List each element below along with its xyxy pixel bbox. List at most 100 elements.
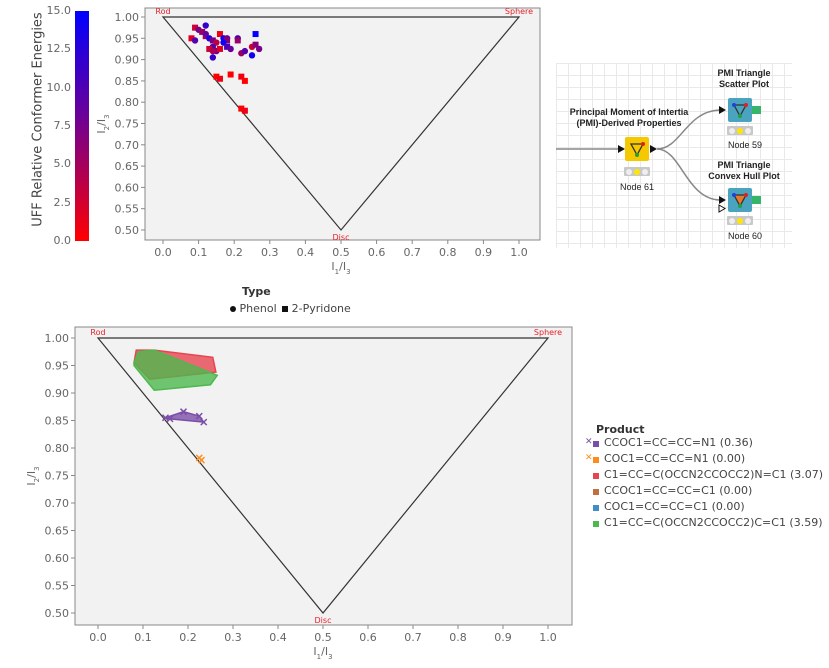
data-point-phenol (248, 52, 256, 59)
data-point-2-pyridone (224, 43, 231, 50)
pmi-triangle-icon (629, 142, 645, 157)
data-point-x (166, 415, 174, 423)
square-icon (282, 306, 289, 312)
y-tick-label: 0.75 (45, 470, 70, 483)
y-tick-label: 0.50 (115, 224, 140, 237)
legend-phenol: Phenol (239, 302, 277, 315)
x-tick-label: 0.3 (224, 631, 242, 644)
data-point-2-pyridone (227, 71, 234, 78)
x-tick-label: 0.8 (449, 631, 467, 644)
y-tick-label: 0.90 (45, 387, 70, 400)
data-point-2-pyridone (216, 45, 223, 52)
node-61-title: Principal Moment of Intertia (PMI)-Derive… (569, 107, 689, 128)
colorbar-tick-label: 15.0 (46, 4, 72, 17)
y-tick-label: 0.65 (45, 525, 70, 538)
x-tick-label: 1.0 (510, 246, 528, 259)
x-tick-label: 0.5 (314, 631, 332, 644)
y-tick-label: 0.85 (45, 415, 70, 428)
x-tick-label: 0.7 (404, 631, 422, 644)
legend-entry: COC1=CC=CC=N1 (0.00) (604, 452, 746, 465)
data-point-2-pyridone (241, 77, 248, 84)
pmi-triangle (96, 337, 550, 614)
y-tick-label: 0.50 (45, 607, 70, 620)
node-61-label: Node 61 (620, 182, 655, 192)
input-port-icon (618, 145, 625, 153)
convex-hull-5 (133, 349, 219, 392)
disc-label: Disc (333, 233, 350, 242)
x-tick-label: 0.6 (359, 631, 377, 644)
rod-label: Rod (90, 328, 105, 337)
data-point-2-pyridone (188, 35, 195, 42)
data-point-2-pyridone (252, 41, 259, 48)
x-tick-label: 0.1 (190, 246, 208, 259)
data-point-2-pyridone (224, 37, 231, 44)
x-axis-label: I1/I3 (313, 645, 332, 661)
circle-icon (230, 306, 236, 312)
data-point-2-pyridone (213, 73, 220, 80)
node-59-title: PMI Triangle Scatter Plot (717, 68, 771, 89)
disc-label: Disc (315, 616, 332, 625)
x-marker-icon: ✕ (585, 437, 593, 447)
workflow-canvas[interactable]: Principal Moment of Intertia (PMI)-Derive… (556, 63, 792, 248)
pmi-scatter-chart: 0.0 0.1 0.2 0.3 0.4 0.5 0.6 0.7 0.8 0.9 1.0 0.50 0.5… (95, 7, 541, 276)
legend-product-title: Product (596, 423, 645, 436)
pmi-triangle (161, 16, 521, 231)
data-point-2-pyridone (241, 107, 248, 114)
colorbar-tick-label: 5.0 (53, 157, 72, 171)
legend-swatch (593, 505, 599, 511)
data-point-phenol (213, 39, 220, 46)
data-point-2-pyridone (199, 28, 206, 35)
x-tick-label: 0.0 (154, 246, 172, 259)
data-point-phenol (191, 37, 199, 44)
legend-type-title: Type (242, 285, 271, 298)
data-point-phenol (255, 45, 263, 53)
node-60-status (727, 216, 753, 225)
data-point-2-pyridone (238, 73, 245, 80)
colorbar-tick-label: 12.5 (46, 42, 72, 56)
legend-entry: C1=CC=C(OCCN2CCOCC2)N=C1 (3.07) (604, 468, 824, 481)
legend-entry: C1=CC=C(OCCN2CCOCC2)C=C1 (3.59) (604, 516, 823, 529)
plot-area (144, 7, 541, 241)
data-point-x (179, 408, 188, 416)
pmi-triangle-icon (732, 193, 748, 208)
x-tick-label: 0.5 (332, 246, 350, 259)
data-point-2-pyridone (252, 31, 259, 38)
y-tick-label: 0.80 (45, 442, 70, 455)
data-point-2-pyridone (209, 37, 216, 44)
node-60-title: PMI Triangle Convex Hull Plot (708, 160, 780, 181)
x-tick-label: 0.6 (368, 246, 386, 259)
node-60-label: Node 60 (728, 231, 763, 241)
x-tick-label: 0.9 (494, 631, 512, 644)
data-point-2-pyridone (234, 37, 241, 44)
y-tick-label: 0.55 (45, 580, 70, 593)
x-tick-label: 0.4 (269, 631, 287, 644)
x-tick-label: 0.7 (403, 246, 421, 259)
x-tick-label: 0.1 (134, 631, 152, 644)
node-61-pmi-properties[interactable] (625, 137, 649, 161)
colorbar-tick-label: 2.5 (53, 195, 72, 209)
legend-entry: COC1=CC=CC=C1 (0.00) (604, 500, 745, 513)
node-60-convex-hull-plot[interactable] (728, 188, 752, 212)
node-61-status (624, 167, 650, 176)
node-59-scatter-plot[interactable] (728, 98, 752, 122)
sphere-label: Sphere (505, 7, 533, 16)
y-tick-label: 0.95 (115, 32, 140, 45)
y-tick-label: 0.75 (115, 118, 140, 131)
pmi-convex-hull-chart: 0.0 0.1 0.2 0.3 0.4 0.5 0.6 0.7 0.8 0.9 1.0 0.50 0.5… (25, 326, 573, 661)
legend-entry: CCOC1=CC=CC=C1 (0.00) (604, 484, 753, 497)
x-tick-label: 1.0 (539, 631, 557, 644)
x-tick-label: 0.8 (439, 246, 457, 259)
y-tick-label: 0.60 (115, 181, 140, 194)
data-point-phenol (202, 30, 209, 38)
colorbar-tick-label: 0.0 (53, 234, 72, 247)
x-tick-label: 0.2 (179, 631, 197, 644)
data-point-2-pyridone (192, 24, 199, 31)
sphere-label: Sphere (534, 328, 562, 337)
workflow-connections (556, 106, 761, 213)
y-tick-label: 0.80 (115, 96, 140, 109)
legend-type: Phenol 2-Pyridone (230, 302, 351, 315)
legend-swatch (593, 489, 599, 495)
x-tick-label: 0.9 (475, 246, 493, 259)
pmi-triangle-icon (732, 103, 748, 118)
data-point-phenol (209, 54, 217, 61)
